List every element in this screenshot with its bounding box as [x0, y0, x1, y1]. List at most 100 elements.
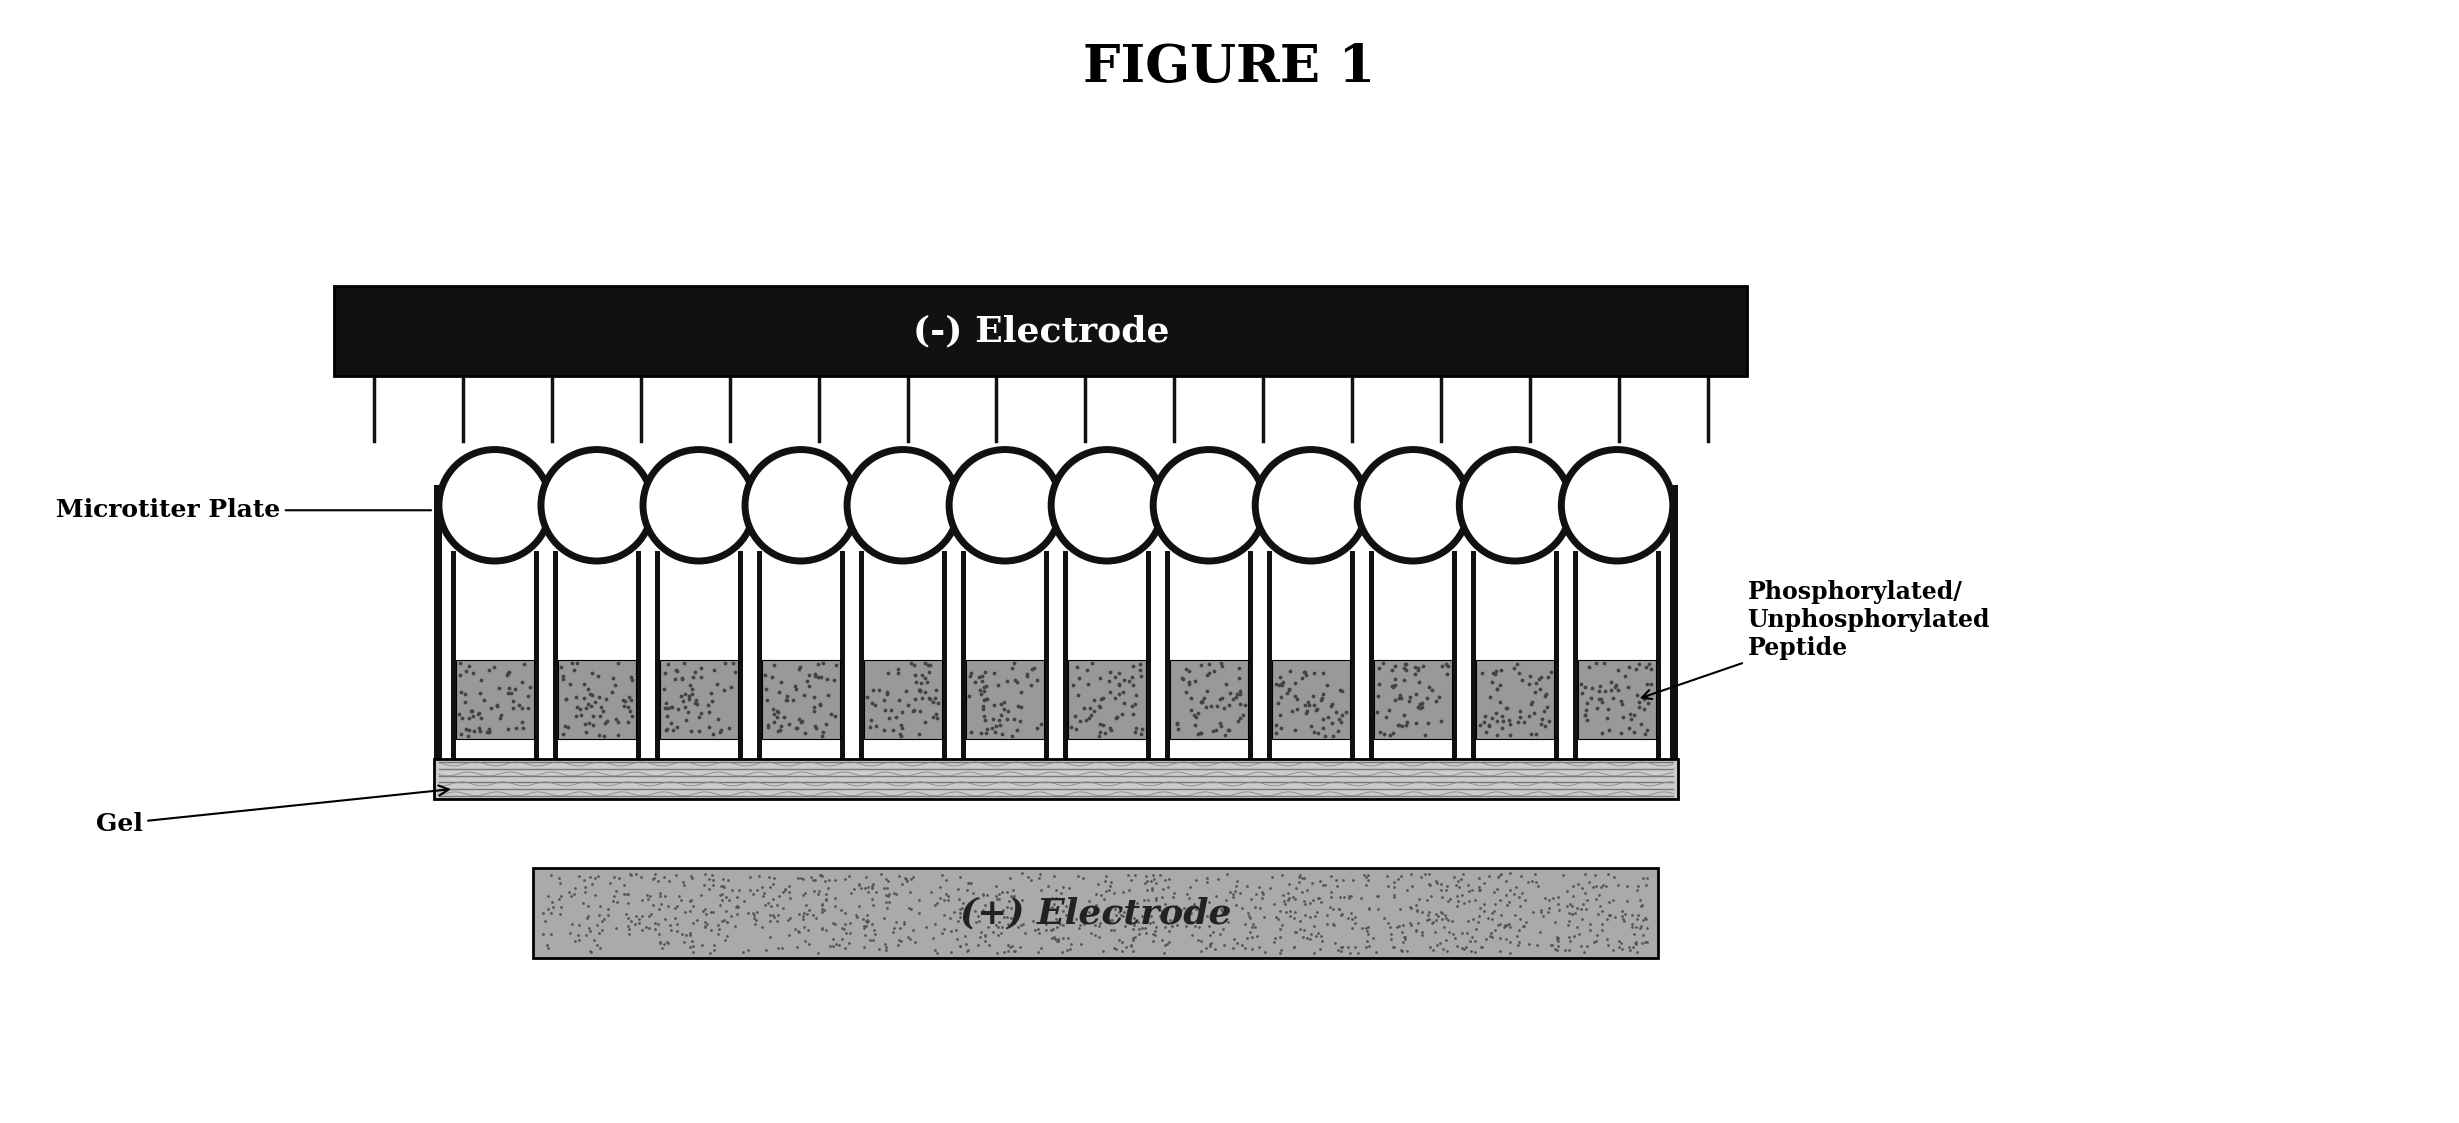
Point — [1180, 656, 1220, 674]
Point — [674, 668, 713, 686]
Point — [1303, 685, 1343, 703]
Point — [1596, 907, 1635, 925]
Point — [915, 693, 954, 711]
Point — [1620, 656, 1660, 674]
Point — [1320, 942, 1360, 960]
Point — [1104, 903, 1143, 921]
Point — [868, 871, 907, 889]
Point — [1087, 883, 1126, 901]
Point — [1111, 697, 1151, 715]
Point — [1313, 713, 1352, 731]
Point — [1613, 938, 1652, 956]
Point — [1397, 666, 1436, 684]
Point — [1571, 921, 1611, 939]
Point — [620, 911, 659, 929]
Point — [1625, 933, 1665, 951]
Point — [556, 706, 595, 724]
Point — [489, 684, 529, 702]
Bar — [1579, 659, 1655, 739]
Point — [1146, 895, 1185, 913]
Point — [1170, 904, 1210, 922]
Circle shape — [949, 449, 1060, 562]
Point — [1062, 869, 1102, 887]
Bar — [558, 659, 637, 739]
Point — [730, 868, 770, 886]
Point — [804, 654, 843, 672]
Point — [657, 915, 696, 933]
Point — [900, 891, 939, 909]
Point — [1402, 923, 1441, 941]
Point — [1131, 878, 1170, 896]
Point — [1372, 925, 1411, 943]
Point — [868, 664, 907, 682]
Point — [1200, 714, 1239, 732]
Point — [1564, 705, 1603, 723]
Point — [1065, 915, 1104, 933]
Point — [1372, 938, 1411, 956]
Point — [843, 910, 883, 928]
Point — [1222, 706, 1261, 724]
Point — [1202, 654, 1242, 672]
Point — [1119, 920, 1158, 938]
Point — [993, 659, 1033, 677]
Point — [1589, 906, 1628, 924]
Point — [984, 909, 1023, 926]
Point — [1080, 916, 1119, 934]
Point — [1257, 675, 1296, 693]
Point — [1311, 867, 1350, 885]
Point — [1084, 889, 1124, 907]
Point — [1507, 913, 1547, 931]
Point — [1043, 929, 1082, 947]
Point — [873, 923, 912, 941]
Point — [1025, 915, 1065, 933]
Point — [949, 686, 989, 704]
Point — [1478, 880, 1517, 898]
Point — [1335, 914, 1375, 932]
Point — [1370, 725, 1409, 743]
Bar — [966, 562, 1045, 759]
Point — [1200, 691, 1239, 709]
Point — [961, 685, 1001, 703]
Point — [1190, 925, 1230, 943]
Point — [448, 721, 487, 739]
Point — [1608, 719, 1648, 737]
Point — [846, 688, 885, 706]
Point — [1146, 937, 1185, 955]
Point — [1048, 906, 1087, 924]
Point — [949, 874, 989, 892]
Point — [1202, 690, 1242, 707]
Point — [745, 941, 784, 959]
Point — [1500, 888, 1539, 906]
Point — [1357, 703, 1397, 721]
Point — [570, 714, 610, 732]
Point — [802, 866, 841, 884]
Point — [1217, 895, 1257, 913]
Point — [634, 869, 674, 887]
Point — [989, 702, 1028, 720]
Point — [1593, 891, 1633, 909]
Point — [863, 721, 902, 739]
Point — [1286, 929, 1325, 947]
Bar — [1045, 551, 1050, 759]
Bar — [1067, 562, 1146, 759]
Point — [1490, 715, 1529, 733]
Point — [957, 913, 996, 931]
Point — [799, 885, 839, 903]
Point — [1461, 900, 1500, 917]
Point — [777, 719, 816, 737]
Point — [888, 696, 927, 714]
Point — [939, 868, 979, 886]
Point — [1232, 889, 1271, 907]
Point — [1151, 911, 1190, 929]
Circle shape — [1357, 449, 1468, 562]
Point — [450, 702, 489, 720]
Point — [1618, 905, 1657, 923]
Point — [607, 909, 647, 926]
Point — [964, 696, 1003, 714]
Point — [905, 713, 944, 731]
Point — [1478, 681, 1517, 699]
Point — [1316, 933, 1355, 951]
Point — [1436, 887, 1475, 905]
Point — [961, 667, 1001, 685]
Point — [1102, 906, 1141, 924]
